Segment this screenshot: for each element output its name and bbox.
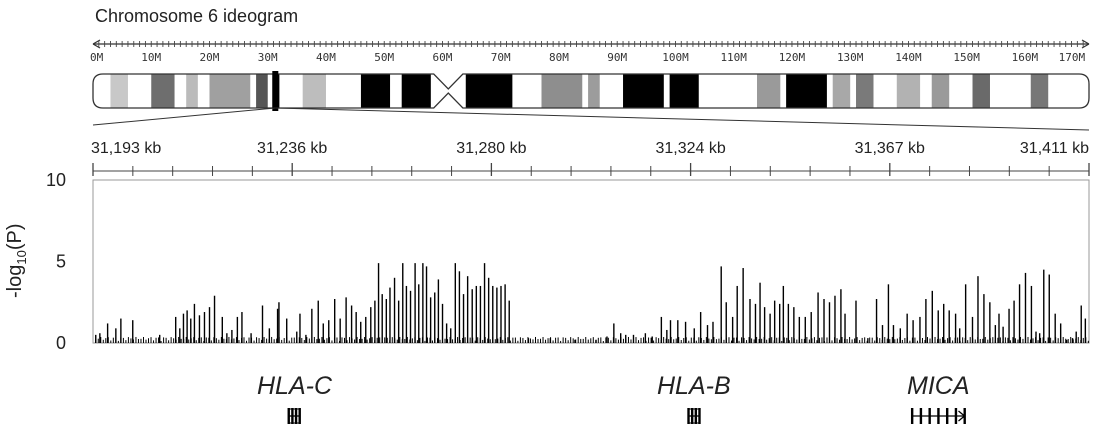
gene-track [287,408,966,424]
gene-label-hla-b: HLA-B [657,372,731,400]
ideogram-tick-label: 10M [141,51,161,64]
gene-exon [291,408,294,424]
chromosome-band [757,74,781,108]
chromosome-band [669,74,699,108]
ideogram-tick-label: 100M [662,51,689,64]
y-axis-title: -log10(P) [4,223,29,299]
ideogram-tick-label: 160M [1012,51,1039,64]
association-plot: 0 5 10 [46,170,1090,353]
chromosome-band [541,74,583,108]
chromosome-bands [93,74,1089,108]
ideogram-tick-label: 120M [779,51,806,64]
centromere-notch-bottom [433,93,463,109]
gene-model-mica [910,408,966,424]
chromosome-band [209,74,251,108]
ideogram-ruler: 0M 10M 20M 30M 40M 50M 60M 70M 80M 90M 100M 110M 120… [90,39,1090,64]
gene-direction-arrow [958,410,966,422]
ideogram-tick-label: 0M [90,51,104,64]
chromosome-band [1030,74,1049,108]
chromosome-band [856,74,874,108]
gene-exon [919,408,923,424]
y-tick-label: 10 [46,170,66,190]
region-kb-ruler: 31,193 kb 31,236 kb 31,280 kb 31,324 kb 31,3… [91,140,1090,176]
chromosome-band [931,74,950,108]
plot-frame [92,179,1090,344]
chromosome-band [896,74,921,108]
region-tick-label: 31,324 kb [655,140,725,157]
chromosome-band [151,74,175,108]
ideogram-tick-label: 70M [491,51,511,64]
gene-label-hla-c: HLA-C [257,372,333,400]
region-tick-label: 31,236 kb [257,140,327,157]
chromosome-band [302,74,326,108]
gene-exon [937,408,940,424]
ideogram-tick-label: 140M [895,51,922,64]
chromosome-band [401,74,431,108]
ideogram-tick-label: 150M [953,51,980,64]
ideogram-tick-label: 130M [837,51,864,64]
gene-box [687,408,700,424]
zoom-line-left [92,107,276,126]
region-tick-label: 31,367 kb [855,140,925,157]
gene-model-hla-c [287,408,301,424]
chromosome-outline [92,73,1090,109]
chromosome-band [588,74,600,108]
chromosome-band [256,74,268,108]
zoom-line-right [275,107,1090,131]
chromosome-band [110,74,128,108]
ideogram-tick-label: 20M [200,51,220,64]
ideogram-tick-label: 170M [1059,51,1086,64]
gene-exon [945,408,949,424]
region-tick-label: 31,193 kb [91,140,161,157]
ideogram-title: Chromosome 6 ideogram [95,6,299,26]
chromosome-band [972,74,990,108]
ideogram-ruler-left-arrow [92,39,101,49]
chromosome-band [465,74,513,108]
chromosome-band [360,74,391,108]
ideogram-tick-label: 40M [316,51,336,64]
gene-exon [954,408,958,424]
gene-box [288,408,301,424]
region-tick-label: 31,280 kb [456,140,526,157]
y-tick-label: 5 [56,252,66,272]
chromosome-band [623,74,664,108]
region-tick-label: 31,411 kb [1020,140,1089,157]
gene-label-mica: MICA [907,372,970,400]
y-tick-label: 0 [56,333,66,353]
gene-exon [910,408,914,424]
chromosome-band [186,74,198,108]
region-highlight-marker [272,71,279,111]
centromere-notch-top [433,73,463,89]
ideogram-tick-label: 110M [720,51,747,64]
chromosome-band [832,74,851,108]
gene-exon [294,408,298,424]
chromosome-ideogram [92,71,1090,131]
gene-exon [690,408,694,424]
gene-exon [928,408,931,424]
ideogram-tick-label: 30M [258,51,278,64]
ideogram-tick-label: 90M [607,51,627,64]
gene-exon [694,408,698,424]
ideogram-tick-label: 50M [374,51,394,64]
chromosome-band [786,74,827,108]
ideogram-tick-label: 80M [549,51,569,64]
ideogram-ruler-right-arrow [1081,39,1090,49]
ideogram-tick-label: 60M [433,51,453,64]
gene-model-hla-b [687,408,701,424]
